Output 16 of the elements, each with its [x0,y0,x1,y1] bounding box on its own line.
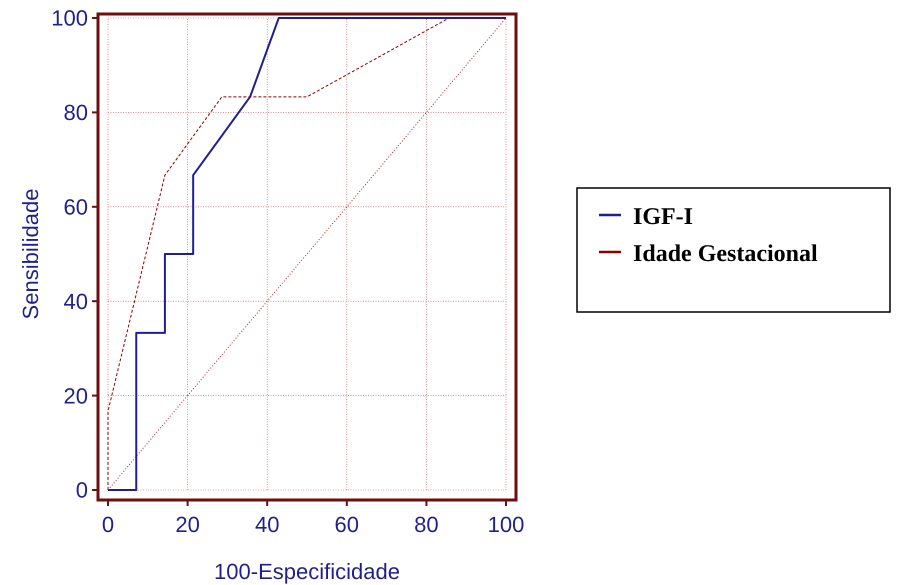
y-tick-label: 40 [64,288,88,314]
y-axis-title: Sensibilidade [18,188,43,320]
x-tick-label: 20 [175,512,200,537]
x-tick-label: 100 [488,512,524,537]
x-axis-title: 100-Especificidade [214,559,400,584]
legend-label: Idade Gestacional [633,241,818,267]
y-tick-label: 60 [64,194,88,220]
legend-label: IGF-I [633,204,693,230]
y-tick-label: 0 [76,478,88,503]
y-tick-label: 20 [64,383,88,408]
y-tick-label: 100 [51,6,88,31]
y-tick-label: 80 [64,100,88,126]
x-tick-label: 0 [102,512,114,537]
x-tick-label: 40 [254,512,280,537]
x-tick-label: 60 [334,512,360,537]
x-tick-label: 80 [414,512,439,537]
